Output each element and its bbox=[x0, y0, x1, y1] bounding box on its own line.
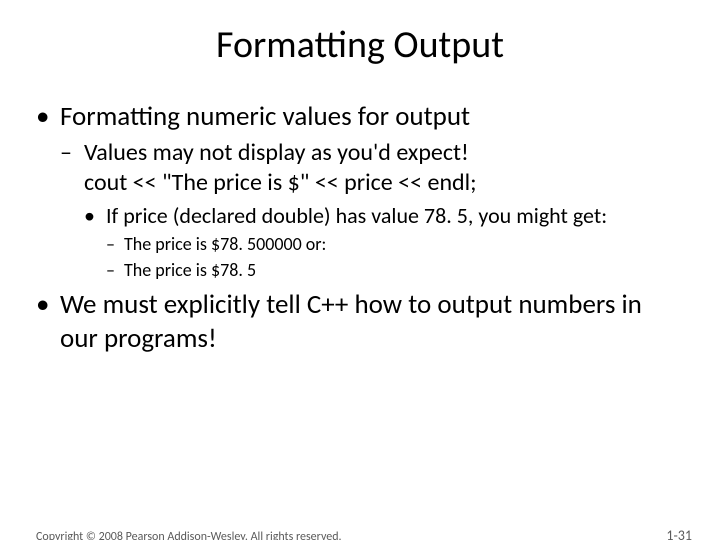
bullet-text: The price is $78. 500000 or: bbox=[124, 233, 326, 255]
bullet-text: The price is $78. 5 bbox=[124, 259, 256, 281]
slide-body: Formatting numeric values for output Val… bbox=[0, 100, 720, 356]
bullet-list-lvl1: Formatting numeric values for output Val… bbox=[36, 100, 684, 356]
bullet-text: If price (declared double) has value 78.… bbox=[106, 202, 607, 229]
bullet-list-lvl4: The price is $78. 500000 or: The price i… bbox=[106, 233, 684, 282]
bullet-text: We must explicitly tell C++ how to outpu… bbox=[60, 288, 642, 355]
bullet-list-lvl2: Values may not display as you'd expect! … bbox=[60, 138, 684, 282]
bullet-list-lvl3: If price (declared double) has value 78.… bbox=[84, 202, 684, 282]
slide: Formatting Output Formatting numeric val… bbox=[0, 22, 720, 540]
bullet-lvl1: Formatting numeric values for output Val… bbox=[36, 100, 684, 282]
bullet-lvl4: The price is $78. 5 bbox=[106, 259, 684, 282]
page-number: 1-31 bbox=[666, 527, 692, 540]
slide-title: Formatting Output bbox=[0, 22, 720, 68]
bullet-text: Formatting numeric values for output bbox=[60, 100, 470, 133]
code-line: cout << "The price is $" << price << end… bbox=[84, 168, 684, 198]
bullet-text: Values may not display as you'd expect! bbox=[84, 138, 469, 167]
bullet-lvl1: We must explicitly tell C++ how to outpu… bbox=[36, 288, 684, 356]
bullet-lvl3: If price (declared double) has value 78.… bbox=[84, 202, 684, 282]
bullet-lvl2: Values may not display as you'd expect! … bbox=[60, 138, 684, 282]
copyright-text: Copyright © 2008 Pearson Addison-Wesley.… bbox=[36, 530, 342, 540]
bullet-lvl4: The price is $78. 500000 or: bbox=[106, 233, 684, 256]
